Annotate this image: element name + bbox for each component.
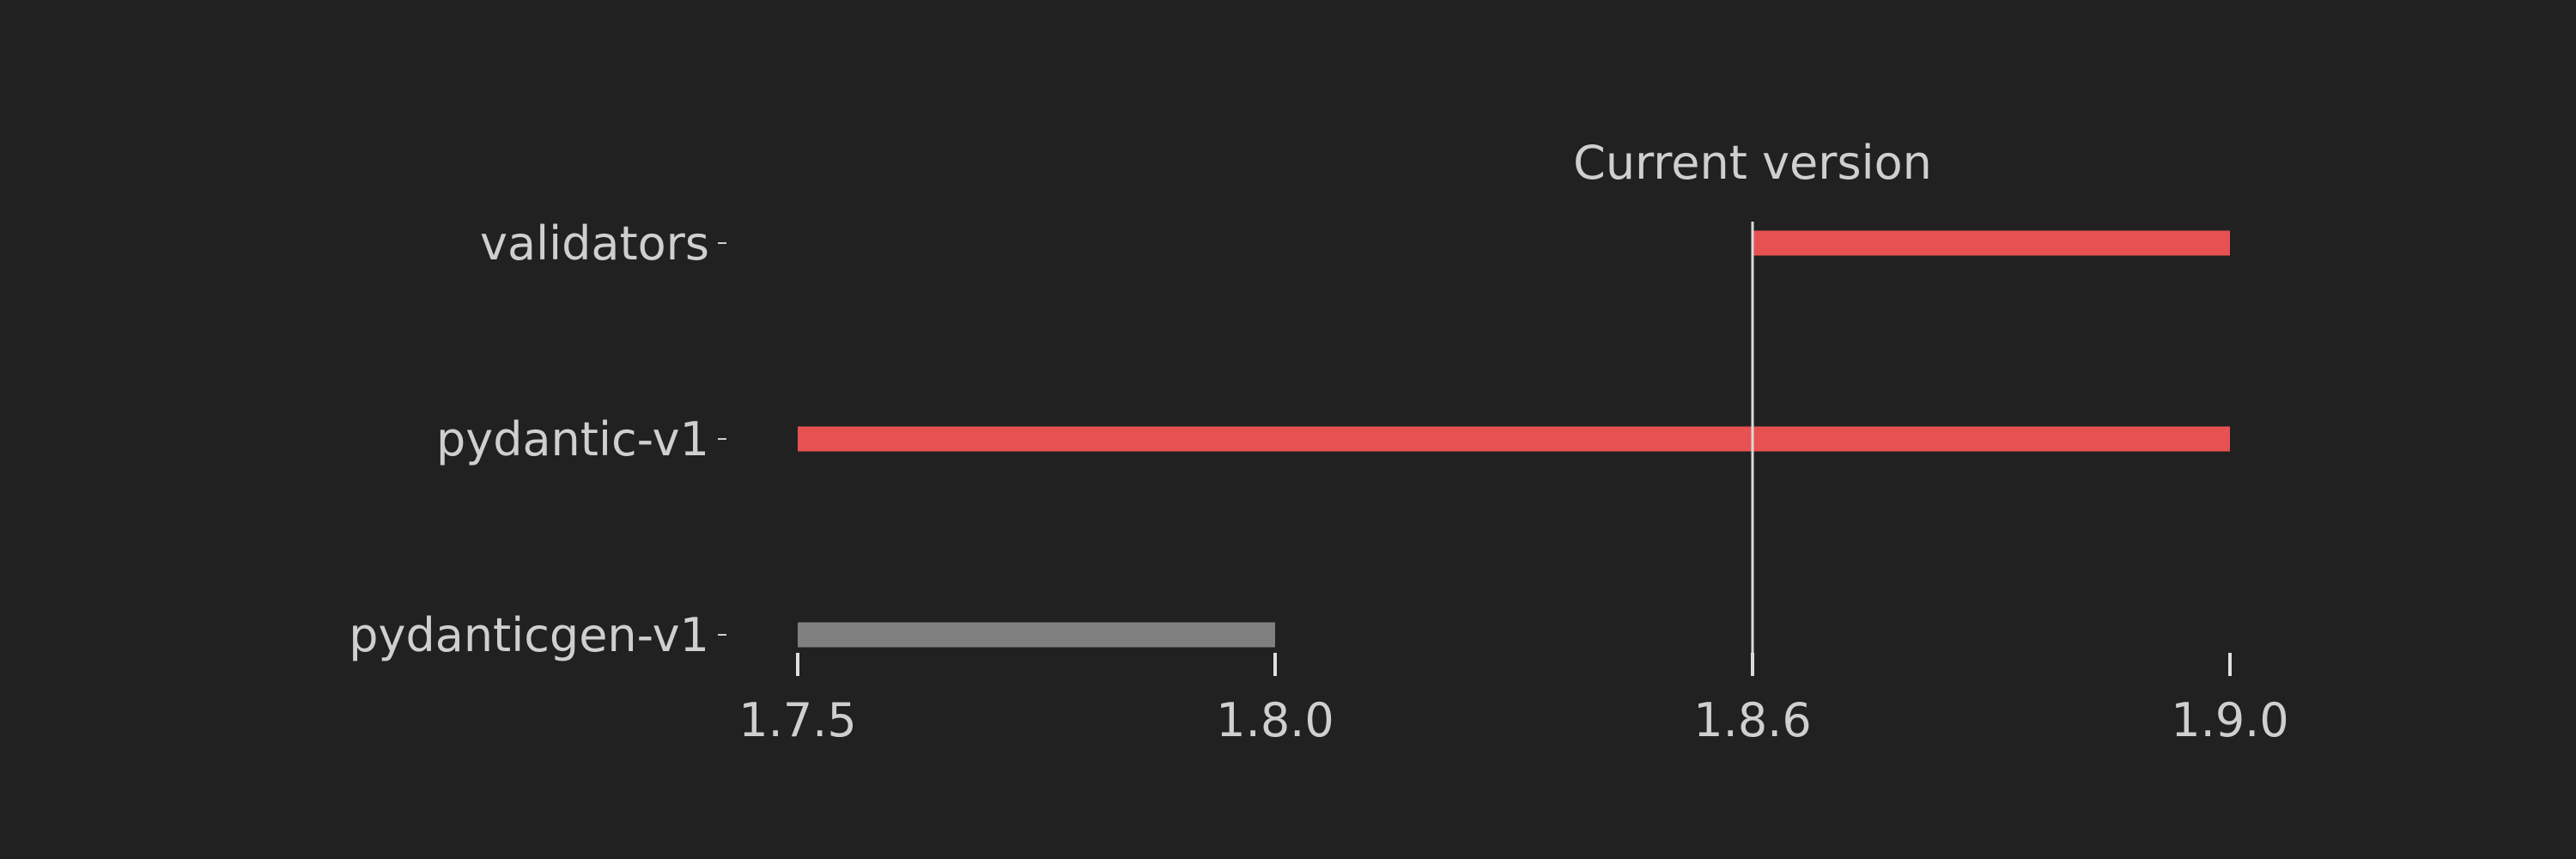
x-tick-label: 1.7.5	[738, 693, 856, 747]
x-tick-label: 1.9.0	[2171, 693, 2288, 747]
row-label: validators	[480, 216, 709, 271]
range-bar	[798, 426, 2230, 452]
row-label: pydantic-v1	[436, 412, 709, 466]
range-bar	[1753, 230, 2230, 256]
current-version-label: Current version	[1573, 136, 1932, 190]
range-bar	[798, 622, 1275, 648]
x-tick-label: 1.8.6	[1693, 693, 1811, 747]
x-tick-label: 1.8.0	[1216, 693, 1334, 747]
row-label: pydanticgen-v1	[349, 608, 709, 662]
